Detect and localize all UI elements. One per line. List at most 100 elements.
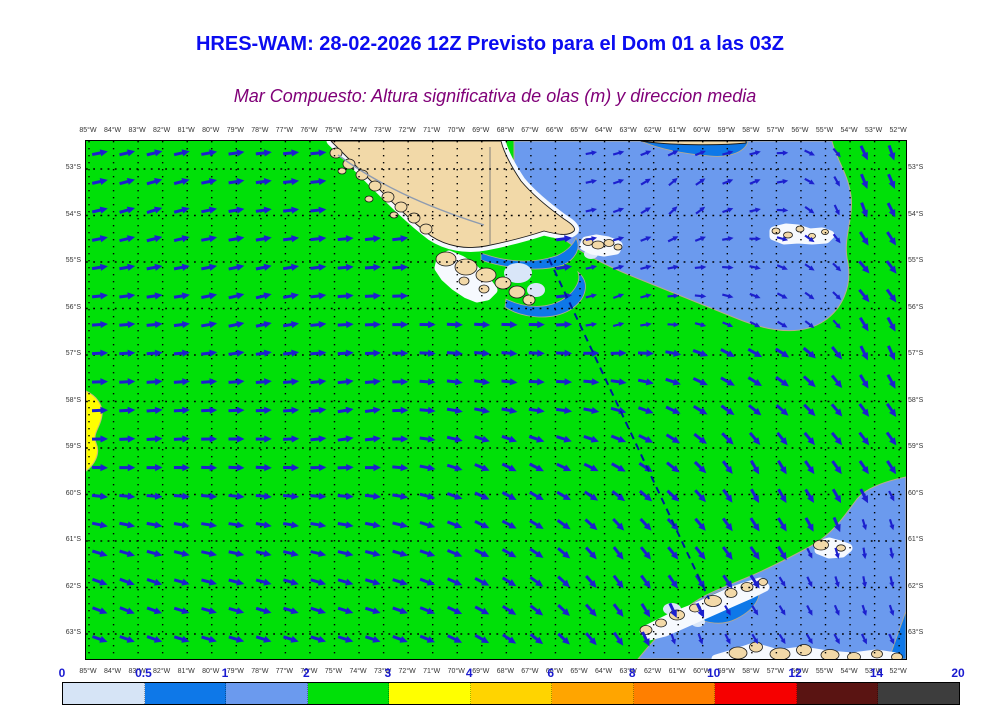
- lon-tick-top: 72°W: [398, 127, 416, 134]
- lat-tick-right: 59°S: [908, 443, 924, 450]
- lon-tick-bottom: 59°W: [717, 668, 735, 675]
- lon-tick-top: 68°W: [496, 127, 514, 134]
- lat-tick-left: 55°S: [65, 257, 81, 264]
- wave-map: [85, 140, 907, 660]
- lon-tick-bottom: 55°W: [815, 668, 834, 675]
- lon-tick-bottom: 61°W: [668, 668, 686, 675]
- lon-tick-bottom: 70°W: [447, 668, 465, 675]
- lon-tick-bottom: 73°W: [373, 668, 392, 675]
- lon-tick-bottom: 81°W: [177, 668, 195, 675]
- lon-tick-top: 62°W: [644, 127, 662, 134]
- lon-tick-top: 66°W: [545, 127, 564, 134]
- colorbar-segment: [552, 683, 634, 704]
- lon-tick-bottom: 68°W: [496, 668, 514, 675]
- lon-tick-top: 82°W: [153, 127, 171, 134]
- lon-tick-bottom: 78°W: [251, 668, 269, 675]
- lat-tick-right: 53°S: [908, 164, 924, 171]
- lat-tick-right: 61°S: [908, 536, 924, 543]
- lat-tick-right: 60°S: [908, 489, 924, 497]
- colorbar-tick-label: 3: [384, 666, 392, 680]
- colorbar-segment: [470, 683, 553, 704]
- colorbar-tick-label: 2: [303, 666, 310, 680]
- colorbar-tick-label: 20: [951, 666, 965, 680]
- lat-tick-left: 57°S: [65, 350, 81, 357]
- lon-tick-top: 64°W: [594, 127, 613, 134]
- lon-tick-top: 53°W: [864, 127, 883, 134]
- land-south-shetlands: [639, 578, 768, 635]
- colorbar-tick-label: 8: [628, 666, 636, 680]
- lon-tick-bottom: 75°W: [324, 668, 343, 675]
- lat-tick-left: 62°S: [65, 582, 81, 590]
- colorbar-segment: [715, 683, 797, 704]
- lat-tick-left: 54°S: [65, 210, 81, 218]
- lat-tick-left: 58°S: [65, 396, 81, 404]
- lon-tick-bottom: 76°W: [300, 668, 318, 675]
- wave-direction-arrows: [91, 144, 897, 647]
- lat-tick-right: 57°S: [908, 350, 924, 357]
- lon-tick-bottom: 65°W: [570, 668, 588, 675]
- land-isla-de-los-estados: [582, 238, 623, 251]
- lon-tick-bottom: 79°W: [226, 668, 244, 675]
- lat-lon-grid: [86, 141, 906, 659]
- lon-tick-bottom: 63°W: [619, 668, 637, 675]
- lat-tick-left: 61°S: [65, 536, 81, 543]
- lon-tick-top: 71°W: [423, 127, 441, 134]
- lon-tick-top: 85°W: [79, 127, 97, 134]
- lon-tick-bottom: 74°W: [349, 668, 367, 675]
- page-title: HRES-WAM: 28-02-2026 12Z Previsto para e…: [195, 33, 785, 55]
- page-subtitle: Mar Compuesto: Altura significativa de o…: [233, 86, 757, 106]
- lon-tick-top: 57°W: [766, 127, 784, 134]
- lon-tick-bottom: 85°W: [79, 668, 97, 675]
- colorbar-tick-label: 14: [869, 666, 884, 680]
- lon-tick-top: 78°W: [251, 127, 269, 134]
- lat-tick-right: 63°S: [908, 629, 924, 636]
- lon-tick-top: 73°W: [373, 127, 392, 134]
- lat-tick-left: 59°S: [65, 443, 81, 450]
- colorbar-tick-label: 0: [58, 666, 66, 680]
- lon-tick-top: 58°W: [742, 127, 760, 134]
- lon-tick-bottom: 69°W: [472, 668, 490, 675]
- colorbar-segment: [226, 683, 308, 704]
- lon-tick-top: 74°W: [349, 127, 367, 134]
- colorbar-tick-label: 0.5: [135, 666, 152, 680]
- lon-tick-bottom: 66°W: [545, 668, 564, 675]
- lon-tick-top: 76°W: [300, 127, 318, 134]
- lon-tick-top: 54°W: [840, 127, 858, 134]
- strait-of-magellan-line: [337, 154, 485, 226]
- lon-tick-bottom: 53°W: [864, 668, 883, 675]
- route-track-dashed-line: [548, 258, 710, 600]
- lon-tick-bottom: 80°W: [202, 668, 220, 675]
- colorbar-segment: [633, 683, 716, 704]
- lon-tick-bottom: 83°W: [128, 668, 146, 675]
- lon-tick-top: 79°W: [226, 127, 244, 134]
- lon-tick-bottom: 77°W: [275, 668, 293, 675]
- lon-tick-top: 84°W: [103, 127, 122, 134]
- lon-tick-top: 69°W: [472, 127, 490, 134]
- colorbar-segment: [796, 683, 879, 704]
- lon-tick-top: 70°W: [447, 127, 465, 134]
- wave-map-canvas: [86, 141, 906, 659]
- land-bottom-islands: [728, 641, 903, 659]
- wave-height-colorbar: [62, 682, 960, 705]
- colorbar-segment: [307, 683, 390, 704]
- colorbar-tick-label: 4: [465, 666, 473, 680]
- lon-tick-bottom: 54°W: [840, 668, 858, 675]
- land-east-islets: [771, 225, 829, 240]
- lon-tick-top: 52°W: [889, 127, 907, 134]
- lon-tick-bottom: 84°W: [103, 668, 122, 675]
- colorbar-tick-label: 1: [221, 666, 229, 680]
- lat-tick-right: 55°S: [908, 257, 924, 264]
- lon-tick-bottom: 72°W: [398, 668, 416, 675]
- lon-tick-bottom: 82°W: [153, 668, 171, 675]
- lat-tick-right: 56°S: [908, 303, 924, 311]
- colorbar-tick-label: 6: [547, 666, 555, 680]
- lon-tick-bottom: 62°W: [644, 668, 662, 675]
- lon-tick-top: 63°W: [619, 127, 637, 134]
- lon-tick-bottom: 71°W: [423, 668, 441, 675]
- lon-tick-bottom: 64°W: [594, 668, 613, 675]
- colorbar-segment: [389, 683, 471, 704]
- lon-tick-top: 83°W: [128, 127, 146, 134]
- lat-tick-left: 56°S: [65, 303, 81, 311]
- lon-tick-top: 65°W: [570, 127, 588, 134]
